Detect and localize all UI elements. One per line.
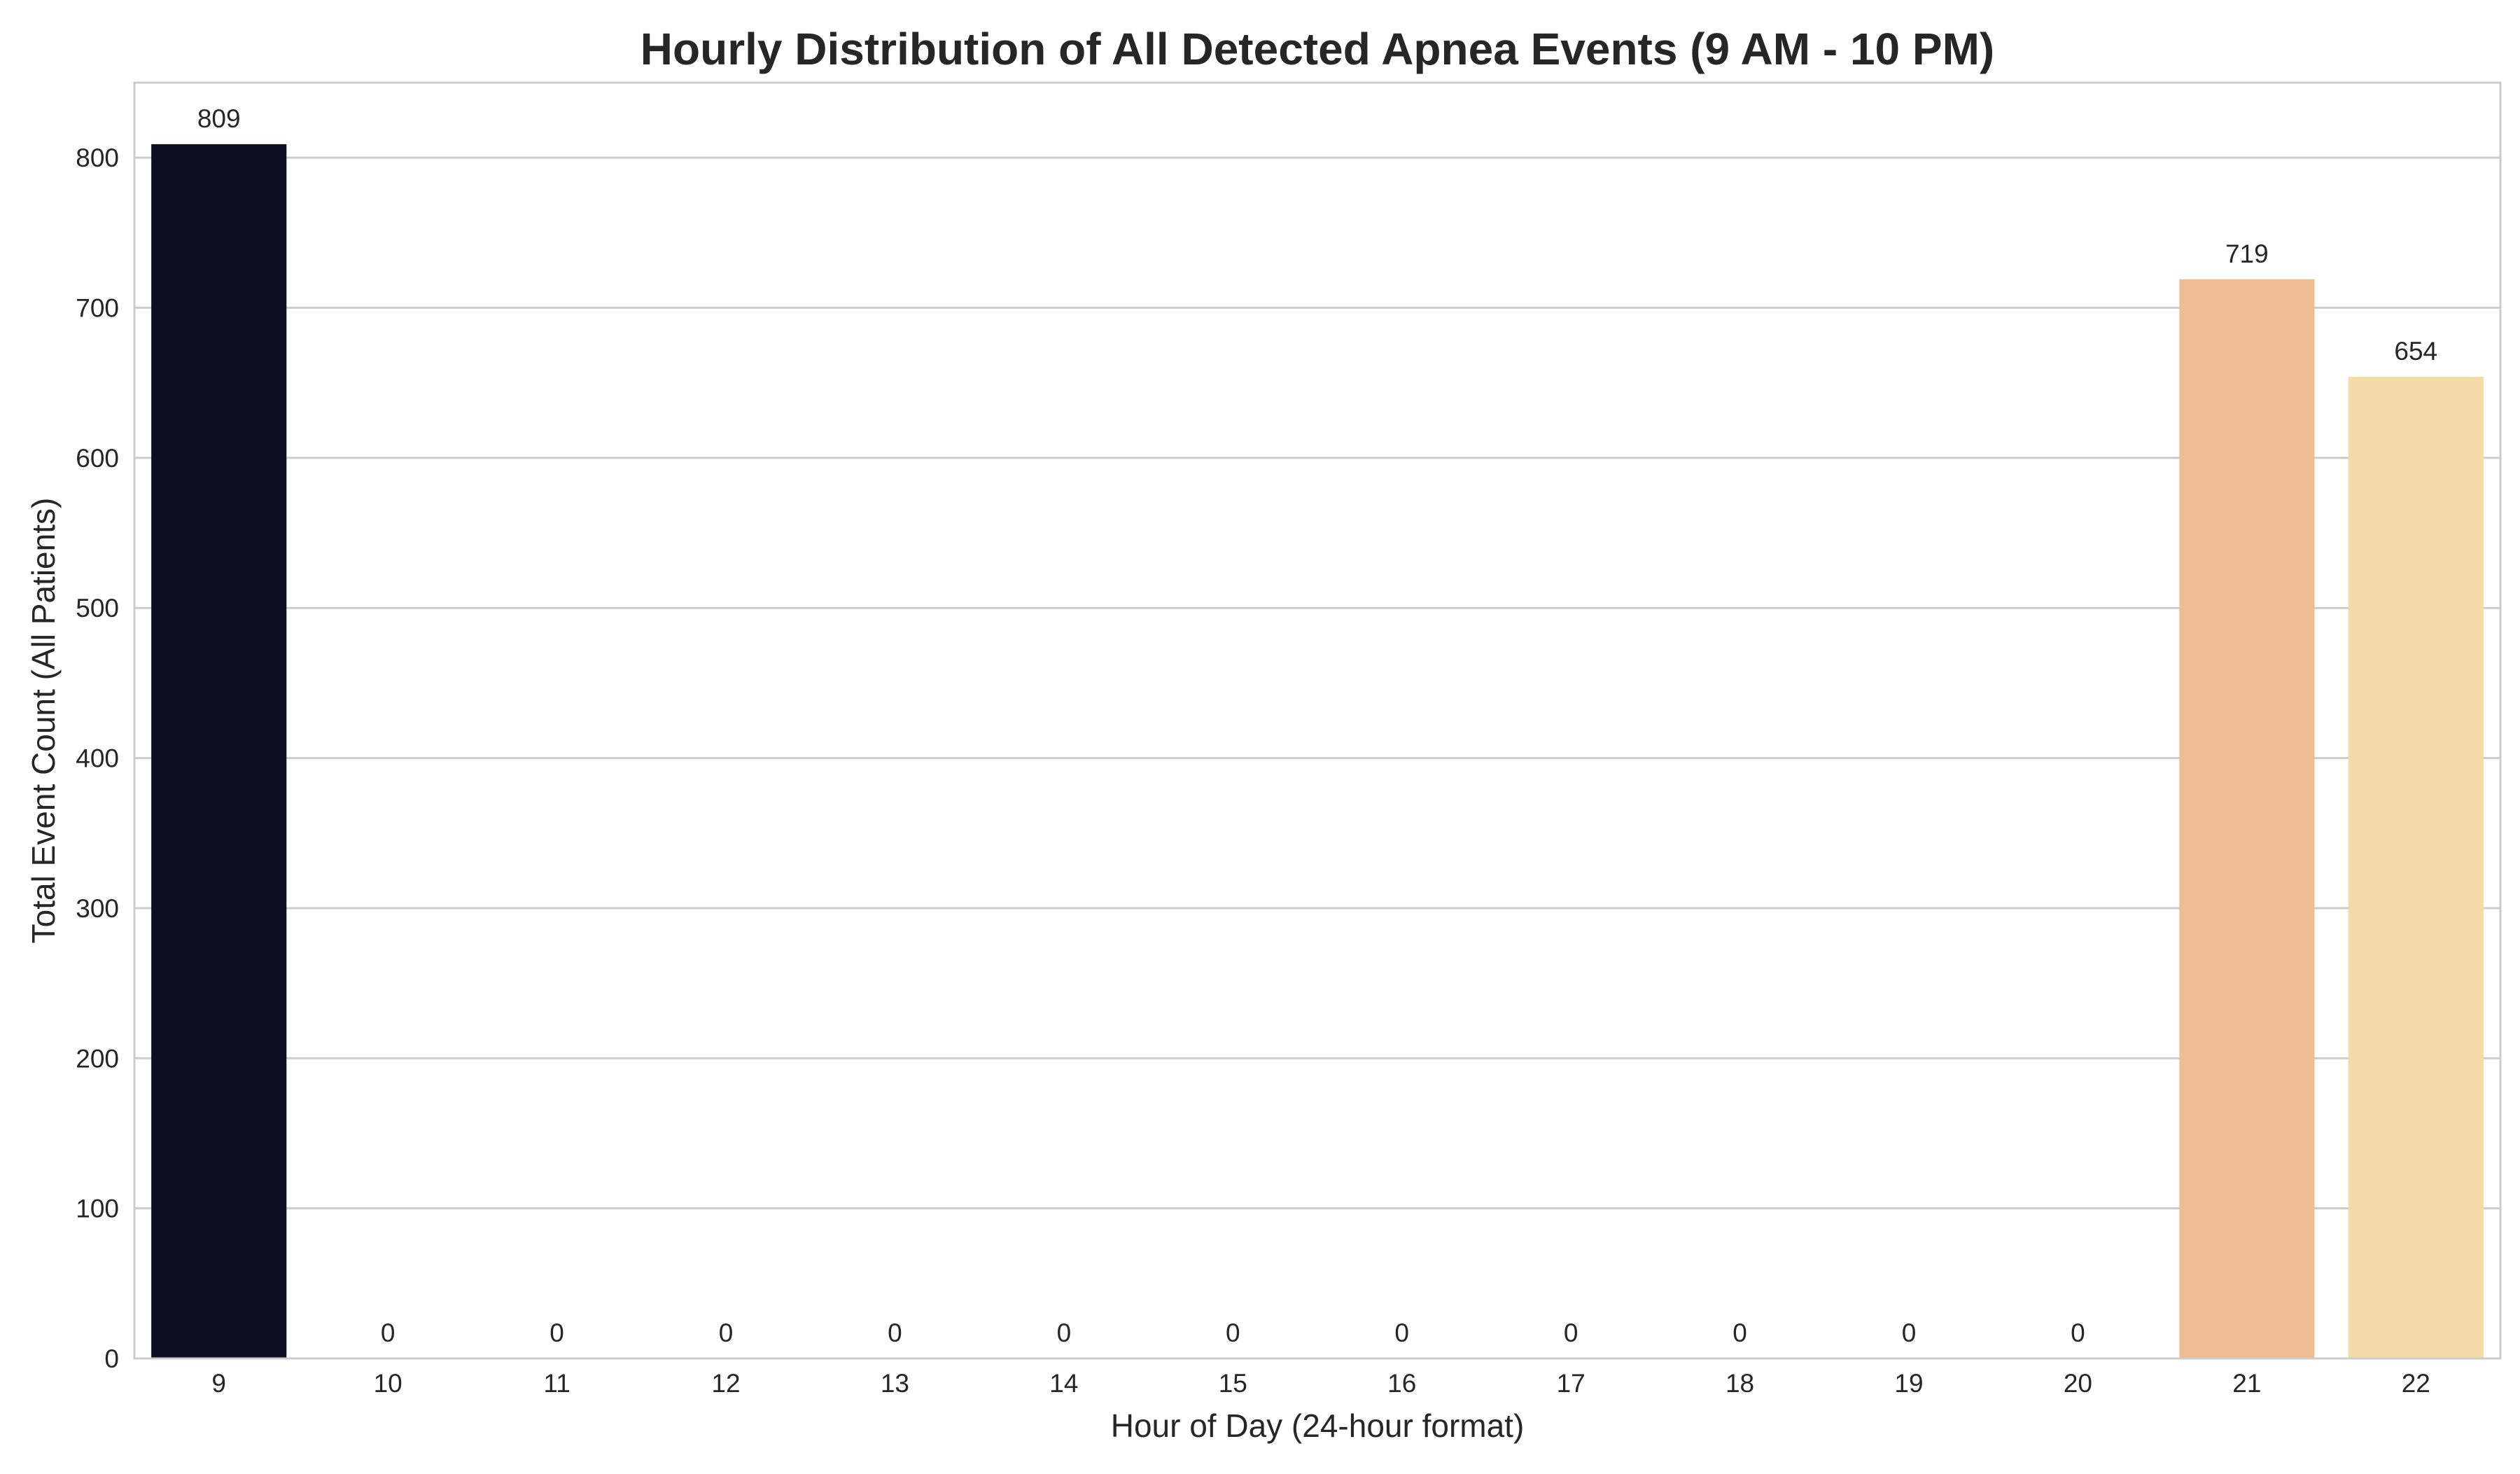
y-axis-label: Total Event Count (All Patients) [25,498,62,944]
bar-hour-21 [2179,279,2315,1358]
x-tick-label: 19 [1894,1369,1923,1398]
x-tick-label: 15 [1219,1369,1247,1398]
data-label: 0 [719,1319,734,1347]
x-tick-label: 10 [374,1369,402,1398]
y-tick-label: 700 [76,294,119,323]
data-label: 0 [1226,1319,1240,1347]
x-tick-label: 11 [543,1369,570,1398]
data-label: 0 [888,1319,902,1347]
plot-frame [133,81,2502,1360]
data-label: 0 [1902,1319,1917,1347]
data-label: 0 [1732,1319,1747,1347]
x-tick-label: 20 [2064,1369,2092,1398]
x-tick-label: 9 [211,1369,226,1398]
x-tick-labels: 9 10 11 12 13 14 15 16 17 18 19 20 21 22 [211,1369,2430,1398]
data-label: 0 [550,1319,564,1347]
data-label: 0 [1057,1319,1072,1347]
data-label: 0 [1394,1319,1409,1347]
x-tick-label: 16 [1387,1369,1416,1398]
y-tick-label: 800 [76,144,119,172]
y-tick-labels: 0 100 200 300 400 500 600 700 800 [76,144,119,1373]
data-label: 0 [381,1319,396,1347]
x-tick-label: 21 [2232,1369,2261,1398]
y-tick-label: 400 [76,744,119,773]
x-tick-label: 13 [881,1369,909,1398]
data-label: 809 [197,104,241,133]
data-label: 654 [2394,337,2437,366]
data-label: 0 [1564,1319,1578,1347]
y-tick-label: 600 [76,444,119,473]
x-tick-label: 22 [2402,1369,2430,1398]
chart-title: Hourly Distribution of All Detected Apne… [640,24,1994,74]
bar-hour-22 [2348,377,2484,1358]
x-tick-label: 18 [1726,1369,1754,1398]
bar-hour-9 [151,144,287,1358]
x-tick-label: 14 [1049,1369,1078,1398]
y-tick-label: 100 [76,1195,119,1223]
x-tick-label: 12 [711,1369,740,1398]
data-labels: 809 0 0 0 0 0 0 0 0 0 0 0 719 654 [197,104,2437,1347]
y-tick-label: 0 [104,1344,119,1373]
y-tick-label: 500 [76,594,119,623]
data-label: 719 [2225,239,2269,268]
y-tick-label: 300 [76,894,119,923]
data-label: 0 [2071,1319,2085,1347]
x-tick-label: 17 [1557,1369,1586,1398]
y-tick-label: 200 [76,1044,119,1073]
x-axis-label: Hour of Day (24-hour format) [1111,1407,1525,1444]
grid-lines [134,156,2500,1210]
bars [151,144,2484,1358]
